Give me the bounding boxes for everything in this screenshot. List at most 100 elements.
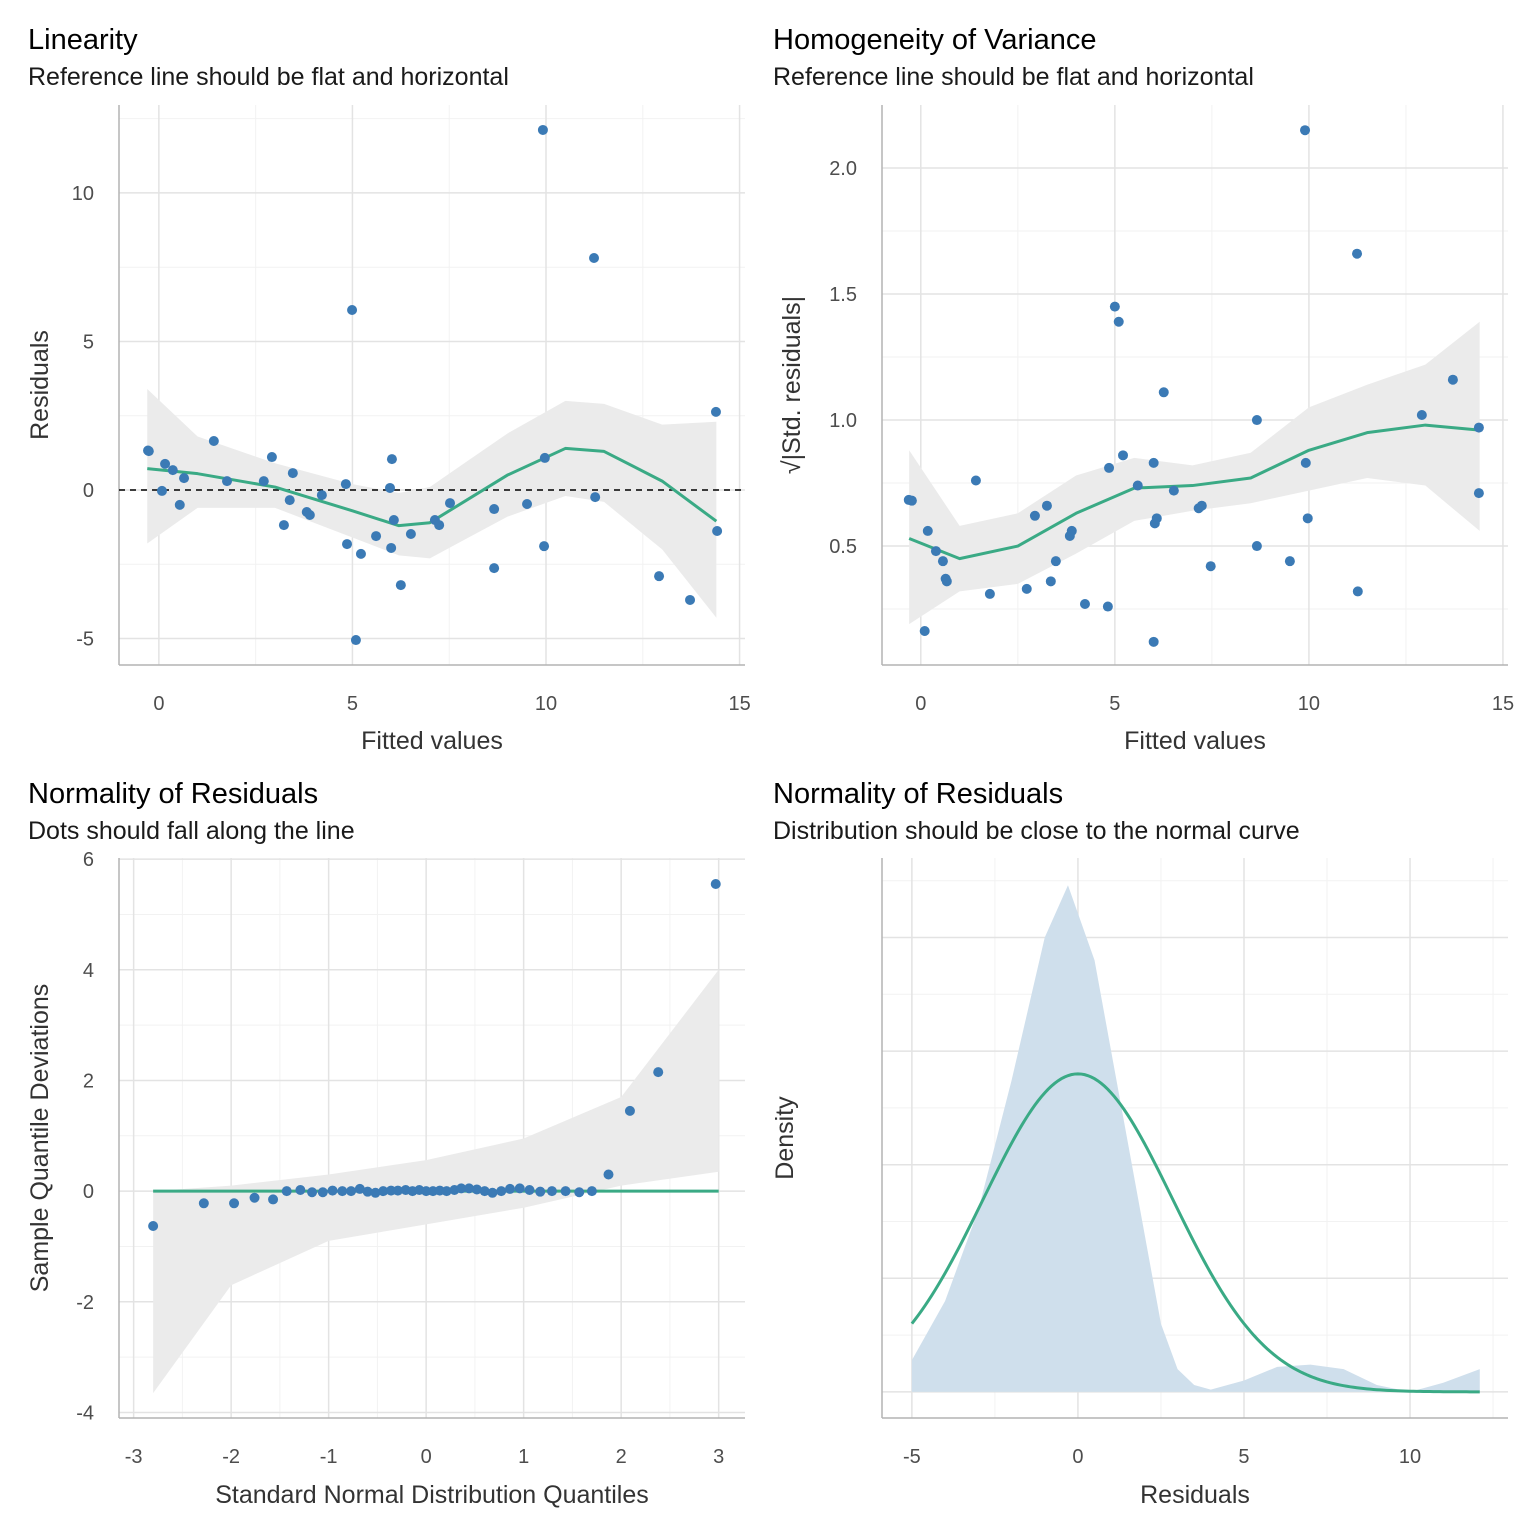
- data-point: [362, 1186, 373, 1197]
- data-point: [284, 495, 295, 506]
- x-tick-label: 0: [1072, 1446, 1083, 1468]
- data-point: [464, 1183, 475, 1194]
- panel2-title: Homogeneity of Variance: [773, 24, 1097, 56]
- data-point: [1352, 248, 1363, 259]
- data-point: [405, 528, 416, 539]
- data-point: [537, 124, 548, 135]
- y-tick-label: 1.5: [829, 284, 857, 306]
- panel4-subtitle: Distribution should be close to the norm…: [773, 817, 1300, 845]
- data-point: [342, 539, 353, 550]
- panel4-ylabel: Density: [771, 1096, 799, 1180]
- y-tick-label: 2.0: [829, 158, 857, 180]
- data-point: [496, 1186, 507, 1197]
- data-point: [1158, 387, 1169, 398]
- data-point: [278, 520, 289, 531]
- data-point: [1104, 462, 1115, 473]
- data-point: [160, 458, 171, 469]
- y-tick-label: 5: [83, 331, 94, 353]
- data-point: [524, 1185, 535, 1196]
- data-point: [1300, 457, 1311, 468]
- data-point: [340, 479, 351, 490]
- data-point: [317, 1187, 328, 1198]
- panel3-title: Normality of Residuals: [28, 778, 319, 810]
- data-point: [386, 454, 397, 465]
- data-point: [539, 541, 550, 552]
- panel3-xlabel: Standard Normal Distribution Quantiles: [215, 1481, 649, 1509]
- data-point: [941, 576, 952, 587]
- x-tick-label: -2: [222, 1446, 240, 1468]
- normal-curve: [910, 1072, 1480, 1394]
- data-point: [1473, 422, 1484, 433]
- data-point: [266, 452, 277, 463]
- panel-4: -5 0 5 10: [881, 858, 1508, 1468]
- x-tick-label: 10: [1399, 1446, 1421, 1468]
- data-point: [1196, 500, 1207, 511]
- data-point: [710, 879, 721, 890]
- y-tick-label: -2: [76, 1292, 94, 1314]
- y-tick-label: 1.0: [829, 410, 857, 432]
- data-point: [1021, 583, 1032, 594]
- y-tick-label: 2: [83, 1070, 94, 1092]
- x-tick-label: -1: [320, 1446, 338, 1468]
- data-point: [1284, 556, 1295, 567]
- data-point: [1302, 513, 1313, 524]
- y-tick-label: 6: [83, 849, 94, 871]
- data-point: [392, 1185, 403, 1196]
- data-point: [1109, 301, 1120, 312]
- y-tick-label: 10: [72, 183, 94, 205]
- panel1-subtitle: Reference line should be flat and horizo…: [28, 63, 509, 91]
- x-tick-label: 2: [616, 1446, 627, 1468]
- data-point: [984, 588, 995, 599]
- data-point: [307, 1187, 318, 1198]
- panel2-xlabel: Fitted values: [1124, 727, 1266, 755]
- data-point: [970, 475, 981, 486]
- data-point: [167, 465, 178, 476]
- x-tick-label: -3: [125, 1446, 143, 1468]
- data-point: [304, 509, 315, 520]
- panel-1: 0 5 10 15 -5 0 5 10: [72, 105, 751, 715]
- panel-2: 0 5 10 15 0.5 1.0 1.5 2.0: [829, 105, 1514, 715]
- data-point: [1151, 513, 1162, 524]
- y-tick-label: -5: [76, 629, 94, 651]
- data-point: [355, 548, 366, 559]
- panel4-title: Normality of Residuals: [773, 778, 1064, 810]
- data-point: [589, 252, 600, 263]
- data-point: [522, 498, 533, 509]
- confidence-band: [909, 321, 1480, 625]
- x-tick-label: 5: [347, 693, 358, 715]
- data-point: [434, 520, 445, 531]
- data-point: [489, 563, 500, 574]
- data-point: [489, 504, 500, 515]
- x-tick-label: 5: [1109, 693, 1120, 715]
- data-point: [208, 436, 219, 446]
- data-point: [479, 1186, 490, 1197]
- data-point: [370, 1187, 381, 1198]
- data-point: [1102, 601, 1113, 612]
- data-point: [590, 492, 601, 503]
- data-point: [1168, 485, 1179, 496]
- panel1-ylabel: Residuals: [26, 330, 54, 440]
- panel2-ylabel: √|Std. residuals|: [778, 296, 806, 474]
- y-tick-label: 4: [83, 960, 94, 982]
- data-point: [258, 476, 269, 487]
- data-point: [354, 1183, 365, 1194]
- data-point: [505, 1183, 516, 1194]
- panel3-ylabel: Sample Quantile Deviations: [26, 984, 54, 1293]
- data-point: [445, 498, 456, 509]
- panel3-subtitle: Dots should fall along the line: [28, 817, 355, 845]
- data-point: [919, 625, 930, 636]
- data-point: [281, 1186, 292, 1197]
- data-point: [487, 1187, 498, 1198]
- data-point: [514, 1183, 525, 1194]
- data-point: [710, 406, 721, 417]
- data-point: [384, 482, 395, 493]
- x-tick-label: 15: [728, 693, 750, 715]
- data-point: [268, 1194, 279, 1205]
- data-point: [1148, 457, 1159, 468]
- data-point: [922, 525, 933, 536]
- y-tick-label: -4: [76, 1402, 94, 1424]
- data-point: [386, 542, 397, 553]
- x-tick-label: 15: [1492, 693, 1514, 715]
- data-point: [378, 1186, 389, 1197]
